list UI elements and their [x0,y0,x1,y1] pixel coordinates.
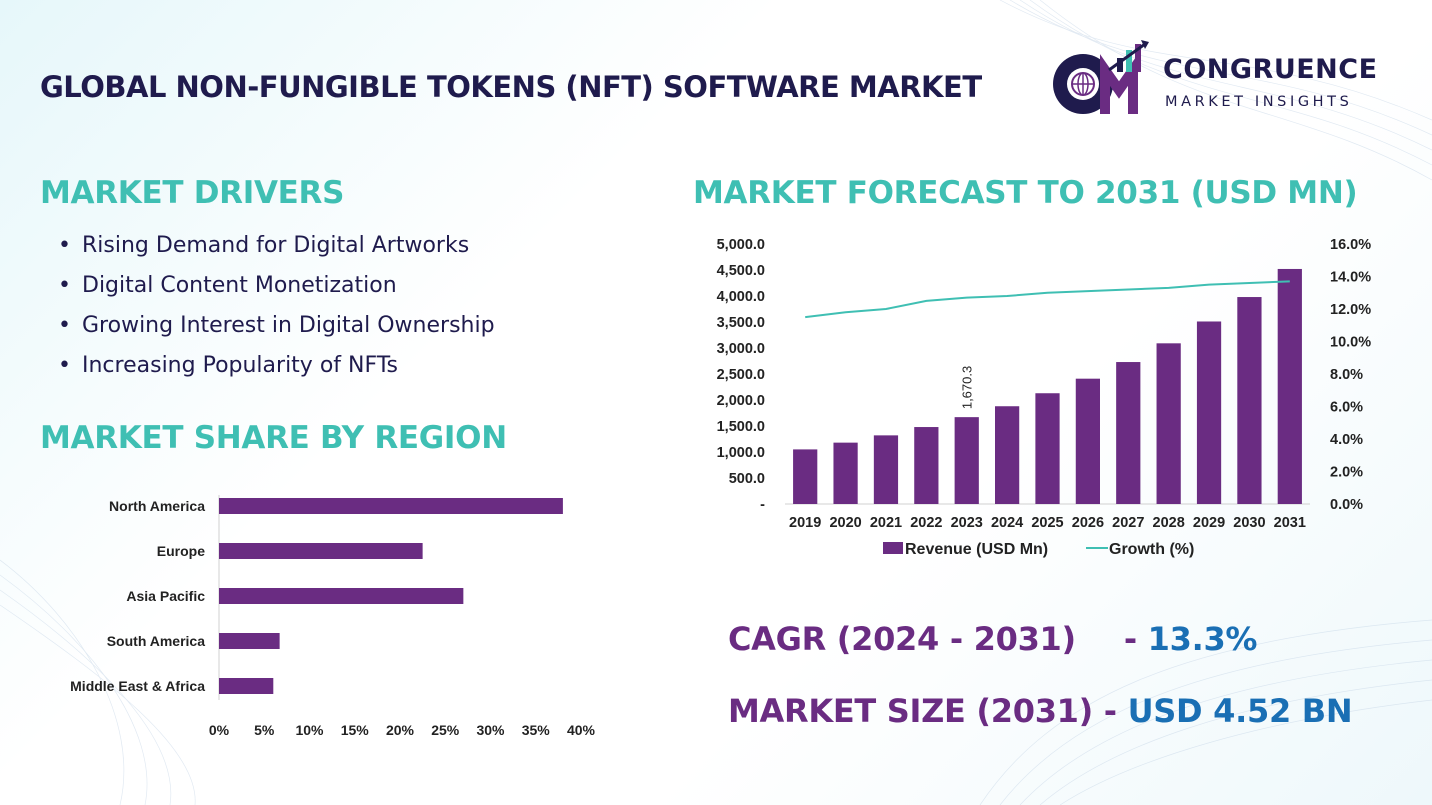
y-left-tick-label: 5,000.0 [717,237,765,253]
forecast-chart: - 500.0 1,000.0 1,500.0 2,000.0 2,500.0 3,000.… [717,237,1372,558]
logo: CONGRUENCE MARKET INSIGHTS [1045,40,1395,120]
x-tick-label: 2026 [1072,515,1104,531]
driver-text: Increasing Popularity of NFTs [82,353,399,378]
y-right-tick-label: 6.0% [1330,400,1363,416]
y-right-tick-label: 2.0% [1330,465,1363,481]
revenue-bar-2023 [954,417,979,504]
driver-text: Digital Content Monetization [82,273,397,298]
legend-label-revenue: Revenue (USD Mn) [905,541,1048,558]
x-tick-label: 2028 [1153,515,1185,531]
logo-subtitle: MARKET INSIGHTS [1165,94,1353,110]
y-right-tick-label: 16.0% [1330,237,1371,253]
x-tick-label: 25% [431,722,460,738]
cagr-stat: CAGR (2024 - 2031) - 13.3% [728,620,1258,658]
x-tick-label: 40% [567,722,596,738]
y-left-tick-label: 3,500.0 [717,315,765,331]
y-right-tick-label: 14.0% [1330,270,1371,286]
x-tick-label: 2021 [870,515,902,531]
x-tick-label: 2029 [1193,515,1225,531]
y-left-tick-label: 4,000.0 [717,289,765,305]
revenue-bar-2022 [914,427,939,504]
y-right-tick-label: 8.0% [1330,367,1363,383]
page-title: GLOBAL NON-FUNGIBLE TOKENS (NFT) SOFTWAR… [40,70,982,104]
y-left-tick-label: 1,000.0 [717,445,765,461]
list-item: • Growing Interest in Digital Ownership [58,313,495,338]
logo-name: CONGRUENCE [1163,54,1378,85]
y-right-tick-label: 4.0% [1330,432,1363,448]
driver-text: Rising Demand for Digital Artworks [82,233,470,258]
y-left-tick-label: 2,000.0 [717,393,765,409]
y-right-tick-label: 12.0% [1330,302,1371,318]
category-label: South America [107,633,205,649]
x-tick-label: 2024 [991,515,1023,531]
bar-asia-pacific [219,588,464,604]
legend-label-growth: Growth (%) [1109,541,1194,558]
revenue-bar-2029 [1196,321,1222,504]
x-tick-label: 15% [341,722,370,738]
y-right-tick-label: 0.0% [1330,497,1363,513]
bar-north-america [219,498,563,514]
market-drivers-heading: MARKET DRIVERS [40,175,345,211]
y-left-tick-label: 500.0 [729,471,765,487]
x-tick-label: 2023 [951,515,983,531]
y-left-tick-label: 4,500.0 [717,263,765,279]
revenue-bar-2020 [833,442,858,504]
x-tick-label: 0% [209,722,230,738]
x-tick-label: 2027 [1112,515,1144,531]
category-label: Asia Pacific [126,588,205,604]
y-left-tick-label: - [760,497,765,513]
x-tick-label: 20% [386,722,415,738]
x-tick-label: 2025 [1031,515,1063,531]
revenue-bar-2019 [793,449,818,504]
y-left-tick-label: 1,500.0 [717,419,765,435]
list-item: • Digital Content Monetization [58,273,397,298]
cagr-separator: - [1123,620,1148,658]
data-label: 1,670.3 [960,366,975,409]
market-size-stat: MARKET SIZE (2031) - USD 4.52 BN [728,692,1353,730]
legend-swatch-revenue [883,542,903,554]
revenue-bar-2031 [1277,268,1302,504]
market-size-value: USD 4.52 BN [1127,692,1353,730]
x-tick-label: 30% [476,722,505,738]
market-size-separator: - [1092,692,1128,730]
bar-europe [219,543,423,559]
revenue-bar-2030 [1237,297,1262,504]
revenue-bar-2025 [1035,393,1060,504]
revenue-bar-2028 [1156,343,1181,504]
category-label: Middle East & Africa [70,678,205,694]
y-left-tick-label: 2,500.0 [717,367,765,383]
region-share-chart: North America Europe Asia Pacific South Ame… [70,495,596,738]
x-tick-label: 10% [295,722,324,738]
bar-south-america [219,633,280,649]
x-tick-label: 5% [254,722,275,738]
y-right-tick-label: 10.0% [1330,335,1371,351]
x-tick-label: 35% [522,722,551,738]
revenue-bar-2027 [1116,362,1141,504]
revenue-bar-2024 [995,406,1020,504]
list-item: • Increasing Popularity of NFTs [58,353,399,378]
x-tick-label: 2019 [789,515,821,531]
x-tick-label: 2031 [1274,515,1306,531]
logo-mark-icon [1053,40,1149,114]
growth-line [805,280,1290,319]
cagr-value: 13.3% [1147,620,1258,658]
x-tick-label: 2030 [1233,515,1265,531]
market-share-heading: MARKET SHARE BY REGION [40,420,507,456]
cagr-label: CAGR (2024 - 2031) [728,620,1076,658]
revenue-bar-2026 [1075,378,1100,504]
category-label: North America [109,498,205,514]
forecast-heading: MARKET FORECAST TO 2031 (USD MN) [693,175,1358,211]
market-size-label: MARKET SIZE (2031) [728,692,1093,730]
x-tick-label: 2020 [829,515,861,531]
category-label: Europe [157,543,205,559]
list-item: • Rising Demand for Digital Artworks [58,233,470,258]
driver-text: Growing Interest in Digital Ownership [82,313,495,338]
revenue-bar-2021 [873,435,899,504]
bar-middle-east-africa [219,678,274,694]
x-tick-label: 2022 [910,515,942,531]
y-left-tick-label: 3,000.0 [717,341,765,357]
drivers-list: • Rising Demand for Digital Artworks • Dig… [58,228,495,388]
